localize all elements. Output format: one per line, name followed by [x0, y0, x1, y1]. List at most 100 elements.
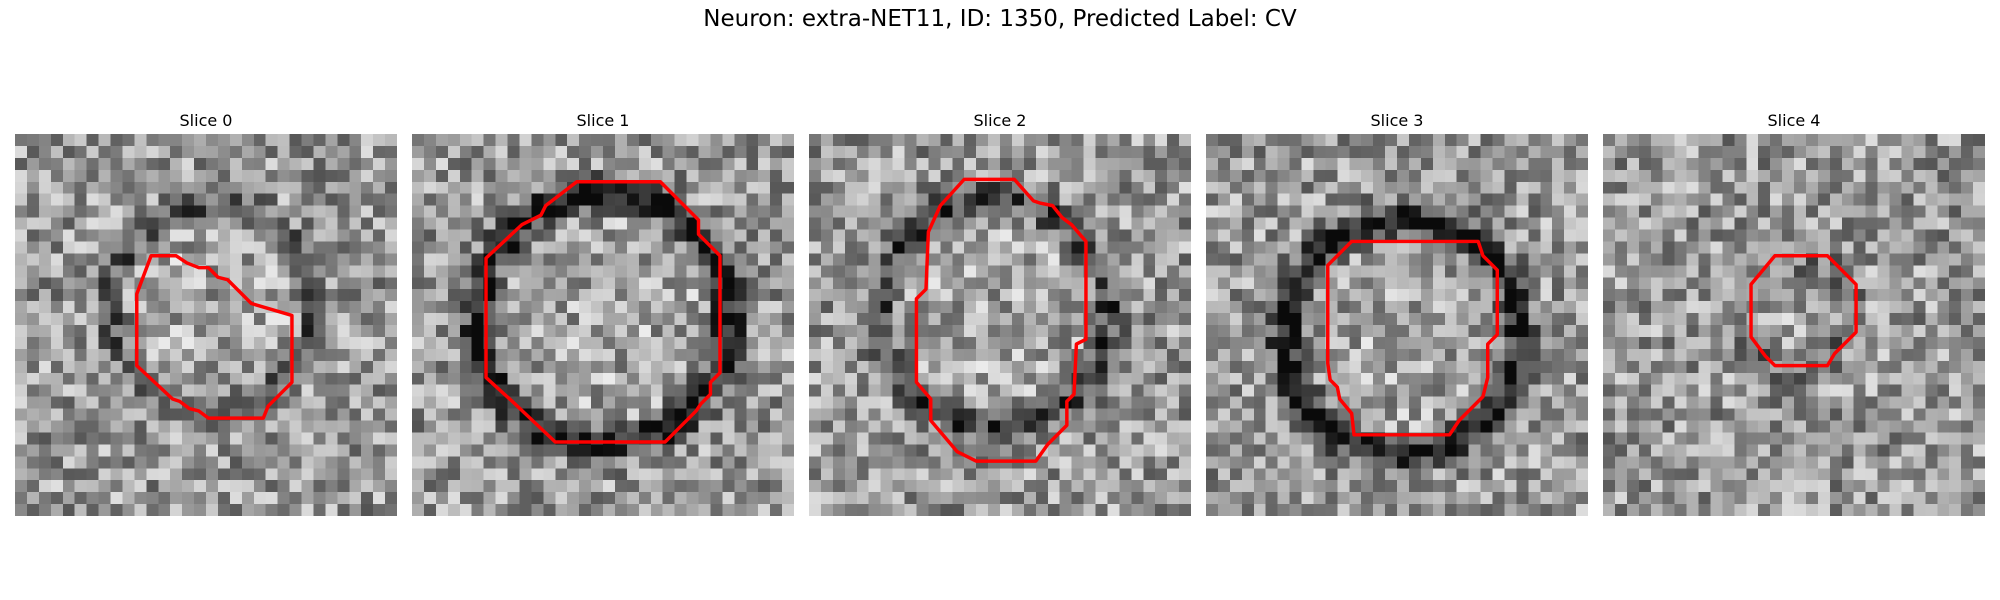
- pixel: [1119, 325, 1132, 338]
- pixel: [447, 444, 460, 457]
- pixel: [916, 181, 929, 194]
- pixel: [531, 492, 544, 505]
- pixel: [579, 241, 592, 254]
- pixel: [1071, 169, 1084, 182]
- pixel: [373, 348, 386, 362]
- pixel: [1277, 456, 1290, 469]
- pixel: [1167, 265, 1180, 278]
- pixel: [146, 277, 159, 290]
- pixel: [241, 396, 254, 409]
- pixel: [385, 241, 397, 254]
- pixel: [361, 313, 374, 326]
- pixel: [1829, 181, 1842, 194]
- pixel: [483, 169, 496, 182]
- pixel: [1035, 277, 1048, 290]
- pixel: [1961, 253, 1974, 266]
- pixel: [122, 408, 135, 421]
- pixel: [1000, 468, 1013, 481]
- pixel: [1937, 229, 1950, 242]
- pixel: [206, 313, 219, 326]
- pixel: [301, 384, 314, 397]
- pixel: [1782, 205, 1795, 218]
- pixel: [1614, 360, 1628, 373]
- pixel: [337, 492, 350, 505]
- pixel: [868, 384, 881, 397]
- pixel: [182, 217, 195, 230]
- pixel: [1011, 336, 1025, 350]
- pixel: [74, 504, 87, 516]
- pixel: [1301, 181, 1314, 194]
- pixel: [698, 301, 711, 314]
- pixel: [1456, 217, 1469, 230]
- pixel: [832, 217, 846, 230]
- pixel: [1131, 169, 1144, 182]
- pixel: [832, 253, 846, 266]
- pixel: [1289, 157, 1302, 171]
- pixel: [1206, 384, 1219, 397]
- pixel: [1913, 169, 1926, 182]
- pixel: [1817, 205, 1831, 218]
- pixel: [86, 205, 99, 218]
- pixel: [591, 157, 604, 171]
- pixel: [782, 241, 794, 254]
- pixel: [674, 372, 687, 385]
- pixel: [626, 241, 640, 254]
- pixel: [471, 492, 484, 505]
- pixel: [1277, 134, 1290, 147]
- pixel: [770, 336, 783, 350]
- pixel: [447, 360, 460, 373]
- pixel: [277, 289, 290, 302]
- pixel: [385, 157, 397, 171]
- pixel: [698, 456, 711, 469]
- pixel: [412, 348, 425, 362]
- pixel: [1167, 360, 1180, 373]
- pixel: [1841, 253, 1854, 266]
- pixel: [1734, 325, 1747, 338]
- pixel: [567, 229, 580, 242]
- pixel: [809, 145, 822, 159]
- pixel: [626, 181, 640, 194]
- pixel: [74, 205, 87, 218]
- pixel: [1782, 169, 1795, 182]
- pixel: [134, 492, 147, 505]
- pixel: [976, 265, 989, 278]
- pixel: [26, 193, 40, 206]
- pixel: [50, 205, 63, 218]
- pixel: [1023, 193, 1037, 206]
- pixel: [1686, 396, 1699, 409]
- pixel: [1155, 348, 1168, 362]
- pixel: [1817, 217, 1831, 230]
- pixel: [373, 241, 386, 254]
- pixel: [146, 169, 159, 182]
- pixel: [1949, 360, 1962, 373]
- pixel: [1901, 372, 1914, 385]
- pixel: [1650, 253, 1663, 266]
- pixel: [385, 408, 397, 421]
- pixel: [1131, 432, 1144, 445]
- pixel: [86, 313, 99, 326]
- pixel: [1782, 241, 1795, 254]
- pixel: [1961, 193, 1974, 206]
- pixel: [1698, 289, 1711, 302]
- pixel: [170, 408, 183, 421]
- pixel: [1650, 408, 1663, 421]
- pixel: [1937, 372, 1950, 385]
- pixel: [916, 145, 929, 159]
- pixel: [122, 193, 135, 206]
- pixel: [722, 205, 735, 218]
- pixel: [770, 348, 783, 362]
- pixel: [567, 313, 580, 326]
- pixel: [844, 277, 857, 290]
- pixel: [1035, 217, 1048, 230]
- pixel: [1011, 289, 1025, 302]
- pixel: [1277, 145, 1290, 159]
- pixel: [1095, 504, 1108, 516]
- pixel: [265, 289, 278, 302]
- pixel: [1638, 241, 1651, 254]
- pixel: [217, 169, 231, 182]
- pixel: [662, 408, 675, 421]
- pixel: [1504, 193, 1517, 206]
- pixel: [313, 157, 326, 171]
- pixel: [241, 325, 254, 338]
- pixel: [1023, 289, 1037, 302]
